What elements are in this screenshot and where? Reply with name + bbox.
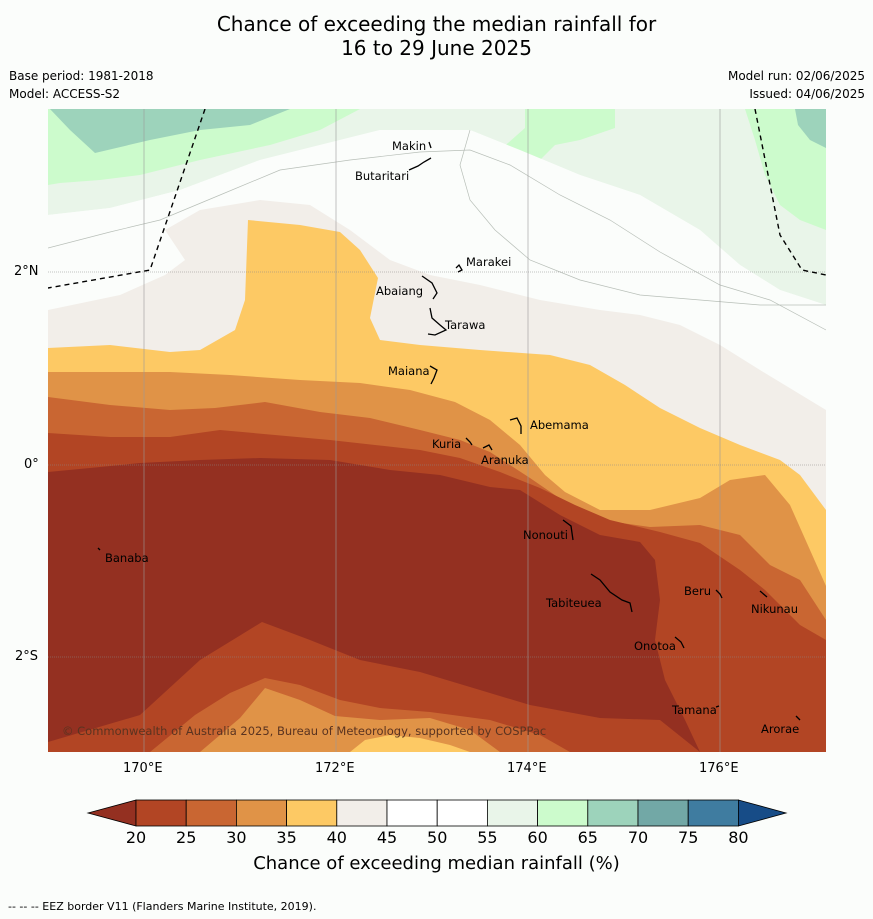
label-abemama: Abemama [530,418,589,432]
colorbar-arrow-high [738,799,788,827]
colorbar [86,799,788,827]
colorbar-box [537,799,589,827]
lat-label-0: 0° [24,457,39,472]
colorbar-box [386,799,438,827]
colorbar-tick-label: 60 [527,828,548,847]
colorbar-tick-label: 40 [326,828,347,847]
colorbar-box [587,799,639,827]
graticule-lat [48,271,826,658]
meta-left: Base period: 1981-2018 Model: ACCESS-S2 [9,67,154,103]
meta-right: Model run: 02/06/2025 Issued: 04/06/2025 [728,67,865,103]
label-onotoa: Onotoa [634,639,676,653]
label-makin: Makin [392,139,427,153]
issued-date: Issued: 04/06/2025 [749,87,865,101]
zone-bottom-35-40 [350,735,470,752]
colorbar-tick-label: 20 [125,828,147,847]
label-tamana: Tamana [672,703,717,717]
label-butaritari: Butaritari [355,169,410,183]
copyright-notice: © Commonwealth of Australia 2025, Bureau… [62,724,547,738]
title-line-2: 16 to 29 June 2025 [341,36,532,60]
colorbar-tick-label: 45 [376,828,398,847]
graticule [143,109,721,752]
colorbar-box [486,799,538,827]
label-abaiang: Abaiang [376,284,424,298]
colorbar-ticks: 20 25 30 35 40 45 50 55 60 65 70 75 80 [0,828,873,848]
label-arorae: Arorae [761,722,800,736]
label-maiana: Maiana [388,364,430,378]
label-beru: Beru [684,584,711,598]
colorbar-box [637,799,689,827]
zone-65-70-ne [795,109,826,148]
colorbar-title: Chance of exceeding median rainfall (%) [253,853,620,874]
footer-note: -- -- -- EEZ border V11 (Flanders Marine… [8,900,317,913]
chart-title: Chance of exceeding the median rainfall … [0,12,873,60]
colorbar-tick-label: 75 [678,828,699,847]
label-marakei: Marakei [466,255,512,269]
lon-label-176: 176°E [699,761,739,776]
colorbar-tick-label: 50 [427,828,448,847]
label-tabiteuea: Tabiteuea [546,596,602,610]
island-outlines [97,141,801,721]
title-line-1: Chance of exceeding the median rainfall … [216,12,657,36]
lat-label-2n: 2°N [14,264,39,279]
lon-label-170: 170°E [123,761,163,776]
label-aranuka: Aranuka [481,453,529,467]
zone-bottom-30-35 [200,688,500,752]
colorbar-box [135,799,187,827]
colorbar-tick-label: 30 [226,828,247,847]
colorbar-box [235,799,287,827]
zone-60-65-east [745,109,826,230]
colorbar-box [336,799,388,827]
model-run: Model run: 02/06/2025 [727,69,865,83]
zone-45-55 [48,130,826,410]
colorbar-tick-label: 25 [176,828,197,847]
colorbar-tick-label: 55 [477,828,498,847]
colorbar-box [687,799,739,827]
label-kuria: Kuria [432,437,462,451]
contour-line [48,149,826,331]
rainfall-map [48,109,826,752]
colorbar-tick-label: 35 [276,828,297,847]
eez-border [48,109,826,289]
colorbar-tick-label: 70 [627,828,649,847]
label-nikunau: Nikunau [751,602,799,616]
colorbar-arrow-low [86,799,137,827]
colorbar-tick-label: 65 [577,828,598,847]
lat-label-2s: 2°S [15,649,39,664]
label-banaba: Banaba [105,551,149,565]
colorbar-box [185,799,237,827]
colorbar-tick-label: 80 [728,828,749,847]
contour-line [459,129,826,306]
colorbar-box [436,799,488,827]
label-nonouti: Nonouti [523,528,568,542]
base-period: Base period: 1981-2018 [9,69,154,83]
model-name: Model: ACCESS-S2 [9,87,121,101]
lon-label-174: 174°E [507,761,547,776]
zone-55-60-north [48,109,826,305]
lon-label-172: 172°E [315,761,355,776]
label-tarawa: Tarawa [445,318,486,332]
zone-65-70-nw [50,109,290,153]
colorbar-box [286,799,338,827]
